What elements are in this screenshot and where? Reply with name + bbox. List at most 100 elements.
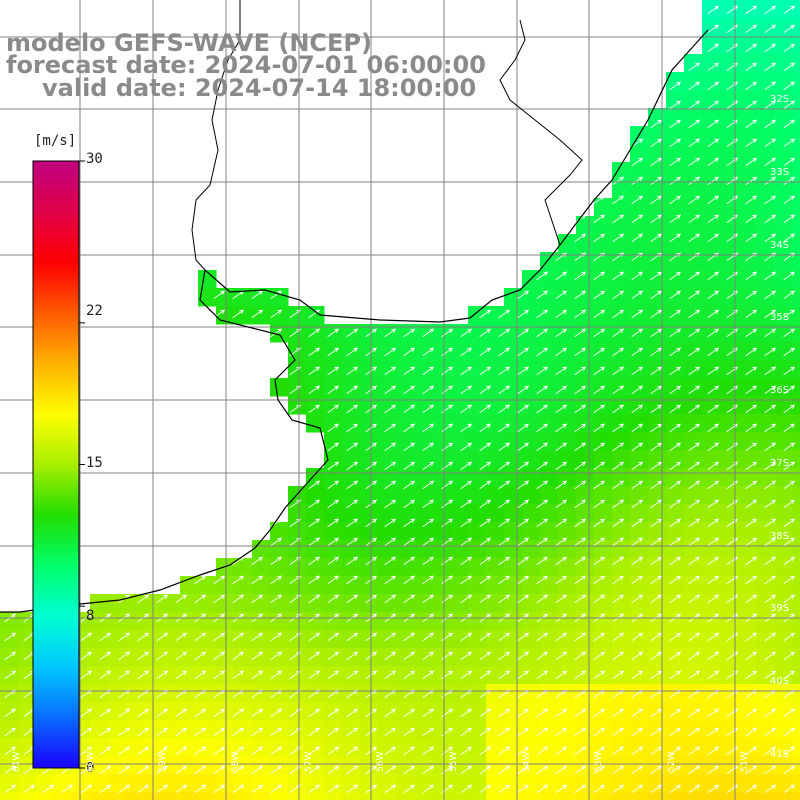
wind-arrow [707, 575, 720, 585]
wind-speed-cell [414, 720, 433, 739]
wind-speed-cell [450, 432, 469, 451]
wind-arrow [650, 157, 663, 167]
wind-speed-cell [306, 324, 325, 343]
lon-label: 56W [376, 751, 386, 772]
wind-speed-cell [450, 666, 469, 685]
wind-speed-cell [666, 252, 685, 271]
wind-speed-cell [630, 432, 649, 451]
wind-arrow [270, 328, 283, 338]
wind-arrow [441, 423, 454, 433]
wind-speed-cell [540, 558, 559, 577]
wind-arrow [612, 575, 625, 585]
wind-arrow [517, 556, 530, 566]
wind-speed-cell [702, 630, 721, 649]
wind-arrow [764, 252, 777, 262]
wind-speed-cell [180, 594, 199, 613]
wind-arrow [118, 727, 131, 737]
wind-speed-cell [0, 738, 19, 757]
wind-speed-cell [774, 270, 793, 289]
wind-speed-cell [252, 540, 271, 559]
wind-speed-cell [720, 702, 739, 721]
wind-speed-cell [360, 684, 379, 703]
wind-speed-cell [486, 558, 505, 577]
wind-arrow [156, 670, 169, 680]
wind-speed-cell [612, 522, 631, 541]
wind-arrow [536, 594, 549, 604]
wind-speed-cell [306, 522, 325, 541]
wind-speed-cell [684, 396, 703, 415]
wind-arrow [213, 708, 226, 718]
wind-speed-cell [162, 720, 181, 739]
wind-arrow [555, 499, 568, 509]
wind-arrow [270, 556, 283, 566]
wind-arrow [745, 556, 758, 566]
wind-speed-cell [666, 774, 685, 793]
wind-speed-cell [702, 450, 721, 469]
wind-speed-cell [342, 612, 361, 631]
wind-arrow [422, 480, 435, 490]
wind-arrow [99, 708, 112, 718]
wind-arrow [745, 119, 758, 129]
wind-arrow [650, 575, 663, 585]
wind-arrow [460, 385, 473, 395]
wind-arrow [460, 518, 473, 528]
wind-speed-cell [720, 306, 739, 325]
wind-speed-cell [684, 216, 703, 235]
wind-arrow [783, 195, 796, 205]
wind-speed-cell [162, 774, 181, 793]
wind-speed-cell [540, 342, 559, 361]
wind-arrow [783, 100, 796, 110]
wind-speed-cell [288, 504, 307, 523]
wind-speed-cell [576, 684, 595, 703]
wind-speed-cell [324, 396, 343, 415]
wind-speed-cell [180, 720, 199, 739]
wind-arrow [498, 651, 511, 661]
wind-arrow [650, 556, 663, 566]
wind-arrow [175, 632, 188, 642]
wind-speed-cell [450, 324, 469, 343]
wind-speed-cell [162, 648, 181, 667]
wind-arrow [555, 556, 568, 566]
wind-speed-cell [306, 396, 325, 415]
wind-arrow [251, 575, 264, 585]
wind-speed-cell [648, 360, 667, 379]
wind-speed-cell [432, 648, 451, 667]
wind-speed-cell [648, 738, 667, 757]
wind-arrow [764, 423, 777, 433]
wind-speed-cell [684, 342, 703, 361]
wind-speed-cell [306, 414, 325, 433]
wind-arrow [745, 366, 758, 376]
wind-speed-cell [630, 252, 649, 271]
wind-arrow [498, 632, 511, 642]
wind-speed-cell [576, 630, 595, 649]
wind-speed-cell [666, 414, 685, 433]
wind-speed-cell [198, 792, 217, 800]
wind-speed-cell [414, 702, 433, 721]
wind-arrow [479, 594, 492, 604]
wind-speed-cell [306, 558, 325, 577]
wind-speed-cell [468, 738, 487, 757]
wind-speed-cell [720, 378, 739, 397]
wind-speed-cell [378, 432, 397, 451]
wind-speed-cell [324, 378, 343, 397]
wind-speed-cell [558, 720, 577, 739]
wind-speed-cell [720, 432, 739, 451]
wind-arrow [650, 100, 663, 110]
wind-speed-cell [90, 648, 109, 667]
wind-speed-cell [594, 504, 613, 523]
wind-arrow [441, 499, 454, 509]
wind-speed-cell [558, 594, 577, 613]
wind-arrow [517, 499, 530, 509]
wind-arrow [441, 537, 454, 547]
wind-speed-cell [720, 90, 739, 109]
wind-arrow [593, 518, 606, 528]
wind-arrow [650, 651, 663, 661]
wind-arrow [631, 385, 644, 395]
wind-arrow [99, 670, 112, 680]
wind-arrow [99, 784, 112, 794]
wind-speed-cell [558, 684, 577, 703]
wind-arrow [612, 727, 625, 737]
wind-speed-cell [666, 630, 685, 649]
wind-speed-cell [612, 756, 631, 775]
wind-arrow [536, 784, 549, 794]
